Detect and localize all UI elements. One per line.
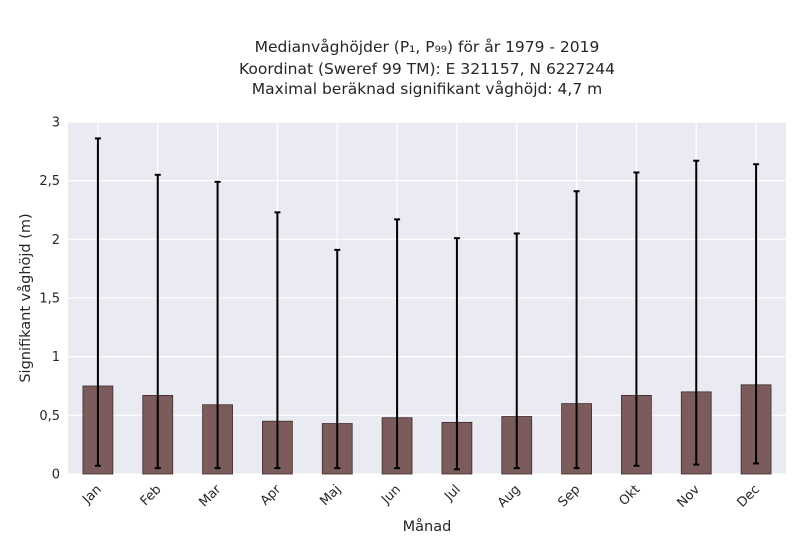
x-tick-label: Feb: [138, 482, 165, 509]
title-line-1: Medianvåghöjder (P₁, P₉₉) för år 1979 - …: [255, 38, 600, 56]
error-bar: [274, 211, 281, 470]
error-bar: [214, 180, 221, 470]
error-bar: [334, 248, 341, 470]
y-tick-label: 2: [52, 233, 60, 248]
error-bar: [154, 173, 161, 470]
y-tick-label: 0,5: [39, 409, 60, 424]
error-bars: [94, 137, 760, 471]
x-axis-ticks: Jan Feb Mar Apr Maj Jun Jul Aug Sep Okt Nov Dec: [79, 482, 763, 511]
y-tick-label: 1,5: [39, 292, 60, 307]
y-axis-ticks: 0 0,5 1 1,5 2 2,5 3: [39, 116, 60, 483]
x-tick-label: Jan: [79, 482, 104, 507]
x-tick-label: Jun: [378, 482, 404, 508]
error-bar: [693, 159, 700, 466]
y-tick-label: 0: [52, 468, 60, 483]
y-tick-label: 1: [52, 350, 60, 365]
x-axis-label: Månad: [403, 518, 452, 535]
x-tick-label: Dec: [735, 482, 763, 510]
x-tick-label: Jul: [441, 482, 463, 504]
y-tick-label: 3: [52, 116, 60, 131]
x-tick-label: Aug: [495, 482, 524, 511]
x-tick-label: Maj: [317, 482, 344, 509]
x-tick-label: Okt: [616, 482, 643, 509]
error-bar: [633, 171, 640, 467]
y-tick-label: 2,5: [39, 174, 60, 189]
error-bar: [453, 237, 460, 471]
error-bar: [573, 190, 580, 470]
title-line-2: Koordinat (Sweref 99 TM): E 321157, N 62…: [239, 60, 615, 78]
x-tick-label: Mar: [196, 482, 224, 510]
error-bar: [513, 232, 520, 470]
y-axis-label: Signifikant våghöjd (m): [17, 213, 34, 382]
chart-title: Medianvåghöjder (P₁, P₉₉) för år 1979 - …: [239, 38, 615, 98]
error-bar: [394, 218, 401, 470]
x-tick-label: Apr: [258, 482, 285, 509]
x-tick-label: Sep: [555, 482, 583, 510]
error-bar: [753, 163, 760, 465]
error-bar: [94, 137, 101, 467]
x-tick-label: Nov: [675, 482, 704, 511]
title-line-3: Maximal beräknad signifikant våghöjd: 4,…: [252, 80, 602, 98]
